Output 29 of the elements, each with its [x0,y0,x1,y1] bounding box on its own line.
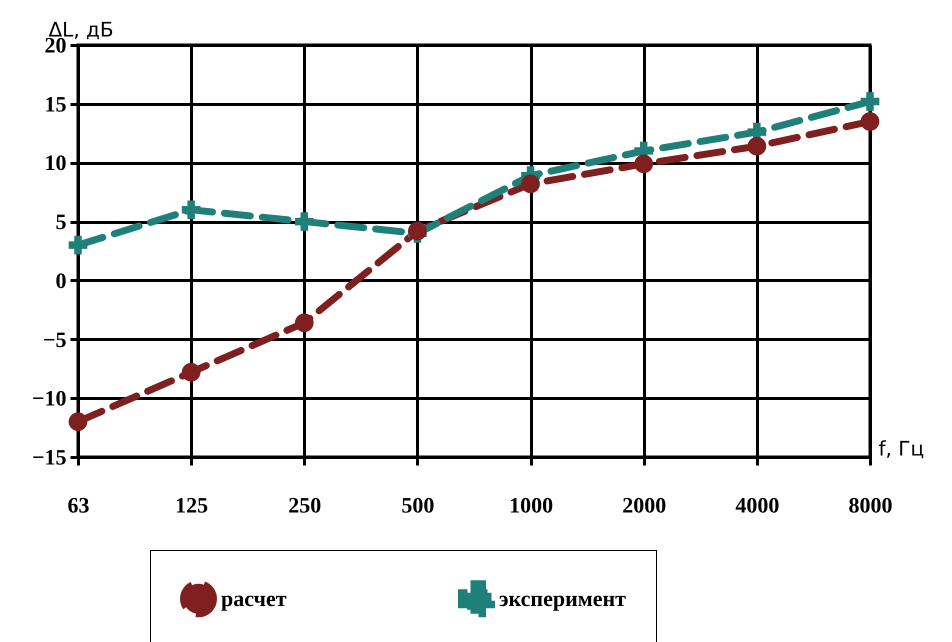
x-tick-label: 125 [175,492,208,518]
y-tick-label: −15 [32,444,66,470]
point [634,154,654,174]
legend-label: эксперимент [499,586,626,611]
y-tick-label: 0 [56,268,66,293]
x-tick-label: 2000 [622,492,666,518]
point [294,212,314,231]
point [68,412,88,432]
point [748,136,766,156]
point [521,174,540,194]
point [182,362,200,382]
point [182,200,200,220]
x-tick-label: 4000 [735,492,780,518]
y-tick-label: 15 [44,91,66,116]
y-tick-label: 10 [44,150,66,176]
point [860,92,880,111]
y-tick-label: −10 [32,386,66,411]
point [860,112,880,131]
x-tick-label: 63 [68,492,90,518]
x-tick-label: 250 [288,492,322,518]
x-axis-title: f, Гц [878,436,924,460]
y-tick-label: −5 [42,326,66,352]
x-tick-label: 500 [401,492,434,518]
point [294,313,314,332]
x-tick-label: 1000 [509,492,554,518]
point [68,236,88,254]
x-tick-label: 8000 [848,492,892,518]
y-tick-label: 5 [56,209,66,234]
legend-label: расчет [221,586,287,611]
